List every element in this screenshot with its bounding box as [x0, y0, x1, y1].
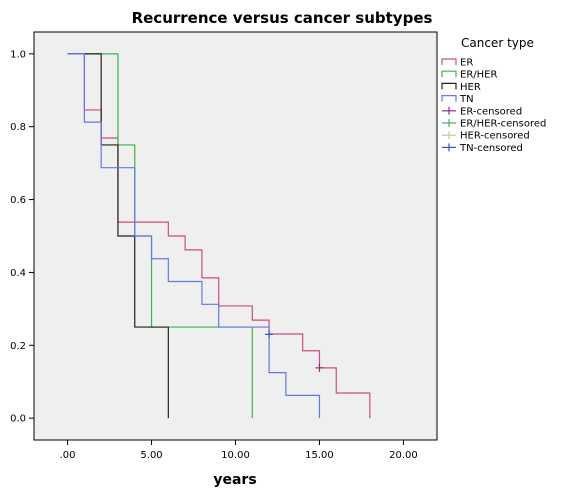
chart-title: Recurrence versus cancer subtypes [132, 9, 433, 27]
legend-item-label: ER/HER-censored [460, 119, 546, 130]
y-tick-label: 0.6 [10, 195, 26, 206]
x-tick-label: 20.00 [389, 450, 418, 461]
plot-area [33, 31, 438, 441]
legend-item-label: HER-censored [460, 131, 530, 142]
legend-symbol-line [441, 70, 457, 78]
legend-symbol-line [441, 82, 457, 90]
x-tick-label: 15.00 [305, 450, 334, 461]
legend-title: Cancer type [461, 36, 534, 50]
x-tick-label: .00 [60, 450, 76, 461]
legend-item-label: HER [460, 82, 481, 93]
y-tick-label: 0.0 [10, 414, 26, 425]
y-tick-label: 1.0 [10, 49, 26, 60]
legend-item-label: TN-censored [459, 143, 523, 154]
series-line-tn [67, 53, 321, 419]
y-tick-label: 0.2 [10, 341, 26, 352]
legend-item-label: ER-censored [460, 106, 522, 117]
series-line-her [67, 53, 169, 419]
y-tick-label: 0.8 [10, 122, 26, 133]
x-axis-label: years [213, 472, 256, 488]
x-tick-label: 10.00 [221, 450, 250, 461]
legend-item-label: TN [459, 94, 474, 105]
legend-symbol-line [441, 58, 457, 65]
legend-item-label: ER/HER [460, 70, 497, 81]
x-tick-label: 5.00 [140, 450, 162, 461]
y-tick-label: 0.4 [10, 268, 26, 279]
series-line-er [67, 53, 371, 419]
legend-item-label: ER [460, 58, 473, 69]
legend-symbol-line [441, 95, 457, 102]
